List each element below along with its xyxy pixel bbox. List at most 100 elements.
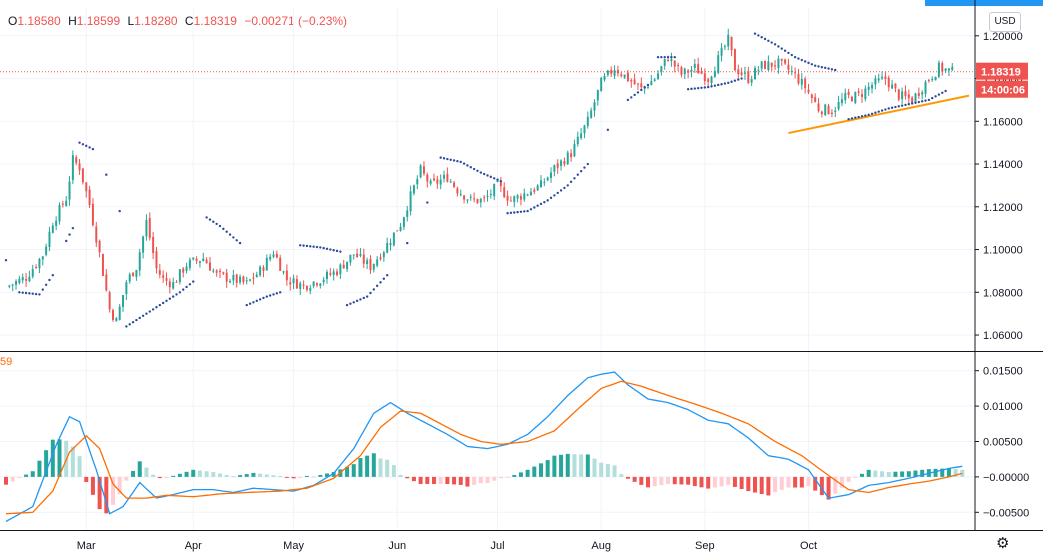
histogram-bar	[686, 476, 691, 485]
candle	[132, 272, 135, 277]
candle	[75, 155, 78, 166]
candle-body	[309, 288, 312, 291]
candle-body	[45, 246, 48, 255]
candle-body	[15, 281, 18, 285]
candle-body	[523, 193, 526, 200]
candle-body	[88, 189, 91, 206]
candle	[603, 72, 606, 82]
candle	[185, 262, 188, 274]
x-tick-label: May	[283, 540, 304, 552]
histogram-bar	[258, 473, 263, 477]
sar-dot	[319, 246, 322, 249]
sar-dot	[252, 301, 255, 304]
candle	[115, 316, 118, 322]
sar-dot	[700, 86, 703, 90]
sar-dot	[877, 110, 880, 113]
candle-body	[867, 86, 870, 90]
sar-dot	[556, 191, 559, 195]
candle-body	[529, 191, 532, 196]
sar-dot	[633, 93, 636, 97]
candle-body	[931, 79, 934, 81]
candle	[499, 177, 502, 192]
histogram-bar	[331, 471, 336, 477]
candle-body	[346, 261, 349, 270]
sar-dot	[663, 55, 666, 59]
candle	[436, 175, 439, 189]
candle-body	[466, 199, 469, 201]
support-trendline	[788, 94, 970, 135]
candle-body	[81, 168, 84, 183]
candle	[670, 52, 673, 67]
histogram-bar	[833, 476, 838, 494]
histogram-bar	[886, 471, 891, 477]
candle	[122, 294, 125, 312]
candle	[205, 257, 208, 264]
candle-body	[105, 274, 108, 291]
candle	[466, 199, 469, 204]
sar-dot	[482, 172, 486, 176]
candle-body	[804, 78, 807, 89]
sar-dot	[442, 157, 446, 160]
candle	[743, 66, 746, 80]
candle	[198, 260, 201, 268]
candle	[874, 75, 877, 90]
candle-body	[864, 88, 867, 100]
histogram-bar	[10, 476, 15, 482]
candle-body	[496, 180, 499, 182]
candle-body	[573, 144, 576, 157]
candle-body	[28, 276, 31, 282]
sar-dot	[767, 39, 770, 42]
candle-body	[787, 64, 790, 70]
candle-body	[663, 58, 666, 66]
candle	[433, 173, 435, 182]
sar-dot	[275, 292, 279, 295]
histogram-bar	[345, 466, 350, 477]
sar-dot	[773, 43, 777, 46]
histogram-bar	[70, 446, 75, 477]
candle	[657, 70, 660, 80]
candle	[105, 269, 108, 292]
macd-line	[5, 371, 963, 523]
histogram-bar	[505, 476, 510, 478]
countdown-tag-label: 14:00:06	[981, 85, 1025, 97]
settings-gear-icon[interactable]: ⚙	[996, 535, 1010, 552]
candle-body	[178, 269, 181, 283]
candle	[690, 66, 693, 78]
sar-dot	[854, 116, 857, 119]
candle-body	[275, 253, 278, 258]
sar-dot	[51, 273, 55, 277]
sar-dot	[606, 128, 610, 132]
candle-body	[51, 225, 54, 233]
candle	[516, 194, 519, 203]
sar-dot	[492, 177, 496, 180]
candle	[392, 232, 395, 247]
histogram-bar	[579, 454, 584, 477]
candle	[897, 88, 900, 102]
candle	[202, 252, 205, 262]
candle	[590, 107, 593, 119]
candle	[941, 61, 944, 76]
candle	[810, 93, 813, 104]
histogram-bar	[405, 476, 410, 479]
sar-dot	[834, 68, 837, 72]
candle	[148, 212, 151, 241]
sar-dot	[526, 209, 529, 213]
candle	[349, 254, 352, 266]
currency-button[interactable]: USD	[989, 12, 1021, 32]
histogram-bar	[839, 476, 844, 488]
histogram-bar	[779, 476, 784, 490]
sar-dot	[212, 220, 215, 223]
histogram-bar	[218, 473, 222, 477]
sar-dot	[920, 100, 924, 103]
candle	[309, 284, 312, 295]
histogram-bar	[177, 473, 182, 477]
candle-body	[937, 62, 940, 77]
histogram-bar	[278, 475, 283, 477]
candle-body	[473, 198, 476, 200]
candle-body	[396, 230, 399, 232]
histogram-bar	[893, 471, 898, 477]
histogram-bar	[251, 472, 256, 477]
sar-dot	[472, 167, 476, 171]
candle	[192, 257, 195, 261]
